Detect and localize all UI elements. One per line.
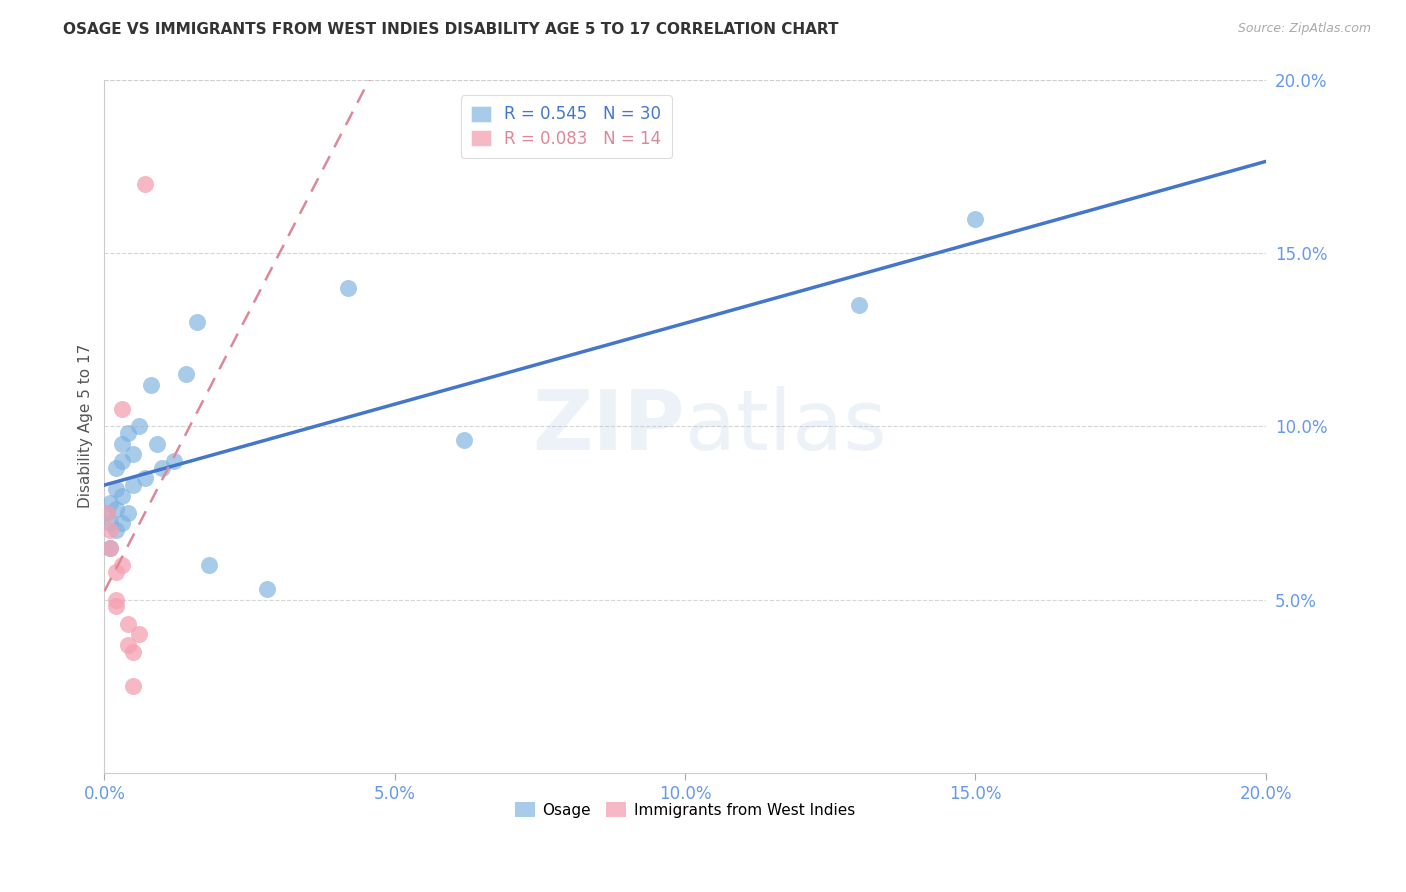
Point <box>122 478 145 492</box>
Point <box>104 592 127 607</box>
Point <box>256 582 278 596</box>
Point <box>111 516 134 531</box>
Point <box>337 281 360 295</box>
Y-axis label: Disability Age 5 to 17: Disability Age 5 to 17 <box>79 344 93 508</box>
Text: Source: ZipAtlas.com: Source: ZipAtlas.com <box>1237 22 1371 36</box>
Text: OSAGE VS IMMIGRANTS FROM WEST INDIES DISABILITY AGE 5 TO 17 CORRELATION CHART: OSAGE VS IMMIGRANTS FROM WEST INDIES DIS… <box>63 22 839 37</box>
Point <box>128 419 150 434</box>
Point <box>163 454 186 468</box>
Point <box>104 599 127 614</box>
Point <box>104 523 127 537</box>
Text: ZIP: ZIP <box>533 386 685 467</box>
Point <box>96 506 118 520</box>
Point <box>104 565 127 579</box>
Point <box>98 541 121 555</box>
Point <box>145 436 167 450</box>
Point <box>104 461 127 475</box>
Point <box>139 377 162 392</box>
Point <box>117 638 139 652</box>
Point <box>122 644 145 658</box>
Legend: Osage, Immigrants from West Indies: Osage, Immigrants from West Indies <box>509 797 860 824</box>
Point <box>186 315 208 329</box>
Point <box>117 616 139 631</box>
Point <box>111 454 134 468</box>
Point <box>111 489 134 503</box>
Text: atlas: atlas <box>685 386 887 467</box>
Point <box>117 426 139 441</box>
Point <box>96 506 118 520</box>
Point <box>117 506 139 520</box>
Point <box>98 516 121 531</box>
Point <box>104 482 127 496</box>
Point <box>98 523 121 537</box>
Point <box>134 177 156 191</box>
Point <box>111 402 134 417</box>
Point <box>98 495 121 509</box>
Point <box>848 298 870 312</box>
Point <box>965 211 987 226</box>
Point <box>453 434 475 448</box>
Point <box>104 502 127 516</box>
Point <box>152 461 174 475</box>
Point <box>111 558 134 572</box>
Point <box>198 558 221 572</box>
Point <box>174 368 197 382</box>
Point <box>122 679 145 693</box>
Point <box>122 447 145 461</box>
Point <box>98 541 121 555</box>
Point <box>111 436 134 450</box>
Point <box>128 627 150 641</box>
Point <box>134 471 156 485</box>
